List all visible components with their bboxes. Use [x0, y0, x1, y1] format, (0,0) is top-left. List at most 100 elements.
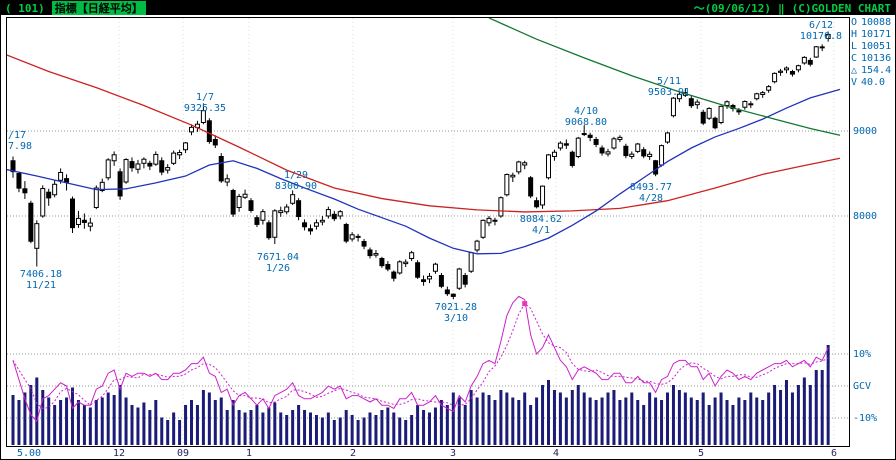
candle — [242, 189, 248, 199]
candle — [367, 247, 373, 259]
volume-bar — [398, 417, 402, 445]
volume-bar — [618, 400, 622, 445]
candle — [635, 142, 641, 154]
candle-body — [581, 133, 587, 136]
volume-bar — [701, 392, 705, 445]
candle — [718, 105, 724, 125]
candle-body — [183, 142, 189, 151]
candle — [807, 57, 813, 67]
volume-bar — [332, 420, 336, 445]
candle — [87, 217, 93, 232]
volume-bar — [517, 400, 521, 445]
volume-bar — [719, 392, 723, 445]
volume-bar — [606, 392, 610, 445]
candle-body — [819, 46, 825, 49]
candle — [474, 239, 480, 253]
separator-glyph: ‖ — [778, 1, 785, 15]
volume-bar — [368, 412, 372, 445]
candle — [605, 148, 611, 157]
candle — [177, 149, 183, 160]
candle — [308, 224, 313, 235]
volume-bar — [677, 390, 681, 445]
volume-bar — [588, 397, 592, 445]
candle-body — [319, 219, 325, 223]
candle-body — [676, 93, 682, 100]
candle — [599, 145, 605, 156]
candle-body — [64, 178, 70, 183]
candle-body — [778, 70, 784, 73]
candle-body — [302, 222, 308, 228]
volume-bar — [249, 410, 253, 445]
candle — [462, 272, 468, 288]
candle-body — [147, 162, 153, 167]
volume-bar — [666, 392, 669, 445]
candle — [623, 143, 629, 159]
chart-annotation: 7671.04 — [257, 252, 299, 263]
candle — [260, 209, 266, 225]
candle — [373, 250, 379, 258]
volume-bar — [11, 395, 15, 445]
volume-bar — [136, 407, 140, 445]
volume-bar — [457, 397, 461, 445]
candle — [302, 219, 308, 231]
volume-bar — [737, 397, 741, 445]
candle — [153, 151, 159, 166]
volume-bar — [773, 385, 777, 445]
candle-body — [694, 101, 700, 106]
candle-body — [34, 223, 40, 249]
candle — [801, 56, 807, 65]
volume-bar — [416, 405, 420, 445]
volume-bar — [481, 392, 485, 445]
candle-body — [385, 263, 391, 270]
candle — [676, 91, 682, 103]
candle — [141, 157, 147, 169]
volume-bar — [100, 397, 104, 445]
candle — [748, 101, 754, 109]
candle-body — [16, 173, 22, 189]
gcv-line — [12, 295, 829, 423]
candle — [105, 158, 111, 181]
candle-body — [611, 138, 617, 149]
volume-bar — [808, 385, 812, 445]
candle — [284, 204, 290, 215]
candle-body — [546, 154, 551, 179]
candle-body — [563, 143, 569, 146]
month-axis-label: 2 — [350, 448, 356, 459]
candle — [611, 136, 617, 150]
month-axis-label: 12 — [113, 448, 125, 459]
candle-body — [653, 160, 659, 175]
window-code: ( 101) — [5, 1, 45, 15]
candle-body — [742, 101, 748, 108]
candle-body — [22, 188, 28, 194]
candle-body — [189, 126, 194, 133]
candle-body — [605, 151, 611, 155]
candle-body — [551, 151, 557, 157]
chart-annotation: 5/11 — [657, 76, 681, 87]
chart-annotation: 3/10 — [444, 313, 468, 324]
candle-body — [81, 219, 87, 223]
chart-annotation: 8493.77 — [630, 182, 672, 193]
candlestick-series — [10, 31, 831, 300]
candle-body — [141, 158, 147, 164]
volume-bar — [767, 392, 771, 445]
volume-bar — [541, 385, 545, 445]
candle — [546, 153, 551, 180]
candle-body — [486, 217, 492, 224]
candle-body — [111, 154, 117, 162]
candle — [272, 209, 278, 244]
candle — [415, 260, 421, 279]
candle — [772, 72, 778, 84]
candle-body — [480, 219, 486, 238]
candle — [659, 144, 665, 167]
candle — [504, 173, 510, 197]
candle-body — [427, 275, 432, 280]
chart-annotation: 8084.62 — [520, 214, 562, 225]
volume-bar — [624, 397, 628, 445]
chart-annotation: 6/12 — [809, 20, 833, 31]
candle-body — [801, 56, 807, 64]
candle — [712, 116, 718, 130]
candle — [760, 91, 766, 98]
candle-body — [373, 253, 379, 256]
candle — [516, 160, 522, 175]
